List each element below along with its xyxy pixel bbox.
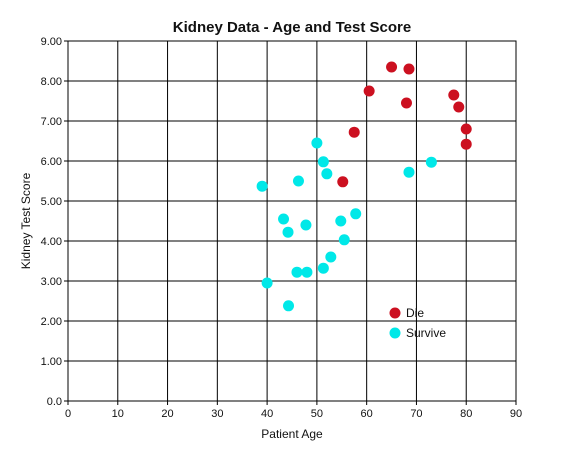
y-tick-label: 3.00 — [41, 276, 62, 288]
point-survive — [301, 266, 313, 278]
point-survive — [425, 156, 437, 168]
y-tick-label: 0.0 — [47, 396, 62, 408]
point-die — [386, 61, 398, 73]
x-tick-label: 70 — [410, 408, 422, 420]
x-tick-label: 50 — [311, 408, 323, 420]
x-tick-label: 60 — [361, 408, 373, 420]
point-survive — [335, 215, 347, 227]
point-survive — [283, 300, 295, 312]
point-die — [453, 101, 465, 113]
x-tick-label: 0 — [65, 408, 71, 420]
point-survive — [350, 208, 362, 220]
point-survive — [278, 213, 290, 225]
point-survive — [292, 175, 304, 187]
point-die — [403, 63, 415, 75]
x-tick-label: 40 — [261, 408, 273, 420]
chart-title: Kidney Data - Age and Test Score — [173, 19, 411, 36]
y-tick-label: 5.00 — [41, 196, 62, 208]
plot-frame — [67, 40, 517, 402]
point-die — [448, 89, 460, 101]
x-tick-label: 10 — [112, 408, 124, 420]
point-die — [400, 97, 412, 109]
point-survive — [317, 156, 329, 168]
y-tick-label: 4.00 — [41, 236, 62, 248]
grid — [64, 40, 517, 405]
legend-label-die: Die — [406, 306, 424, 320]
point-survive — [282, 226, 294, 238]
point-survive — [311, 137, 323, 149]
x-tick-label: 80 — [460, 408, 472, 420]
point-die — [337, 176, 349, 188]
point-die — [363, 85, 375, 97]
tick-labels: 0 10 20 30 40 50 60 70 80 90 0.0 1.00 2.00 3.00 4.00 5.… — [41, 36, 523, 420]
x-tick-label: 90 — [510, 408, 522, 420]
legend-label-survive: Survive — [406, 326, 446, 340]
legend: Die Survive — [389, 306, 446, 340]
point-die — [460, 123, 472, 135]
point-survive — [261, 277, 273, 289]
point-survive — [321, 168, 333, 180]
legend-marker-survive — [389, 327, 401, 339]
legend-marker-die — [389, 307, 401, 319]
y-tick-label: 2.00 — [41, 316, 62, 328]
point-die — [348, 126, 360, 138]
y-tick-label: 1.00 — [41, 356, 62, 368]
point-survive — [300, 219, 312, 231]
y-tick-label: 6.00 — [41, 156, 62, 168]
y-tick-label: 8.00 — [41, 76, 62, 88]
point-survive — [338, 234, 350, 246]
x-tick-label: 20 — [161, 408, 173, 420]
point-die — [460, 138, 472, 150]
point-survive — [291, 266, 303, 278]
x-tick-label: 30 — [211, 408, 223, 420]
y-tick-label: 9.00 — [41, 36, 62, 48]
point-survive — [325, 251, 337, 263]
y-tick-label: 7.00 — [41, 116, 62, 128]
point-survive — [317, 262, 329, 274]
point-survive — [256, 180, 268, 192]
point-survive — [403, 166, 415, 178]
data-points — [256, 61, 472, 312]
x-axis-label: Patient Age — [261, 427, 323, 441]
y-axis-label: Kidney Test Score — [19, 172, 33, 269]
